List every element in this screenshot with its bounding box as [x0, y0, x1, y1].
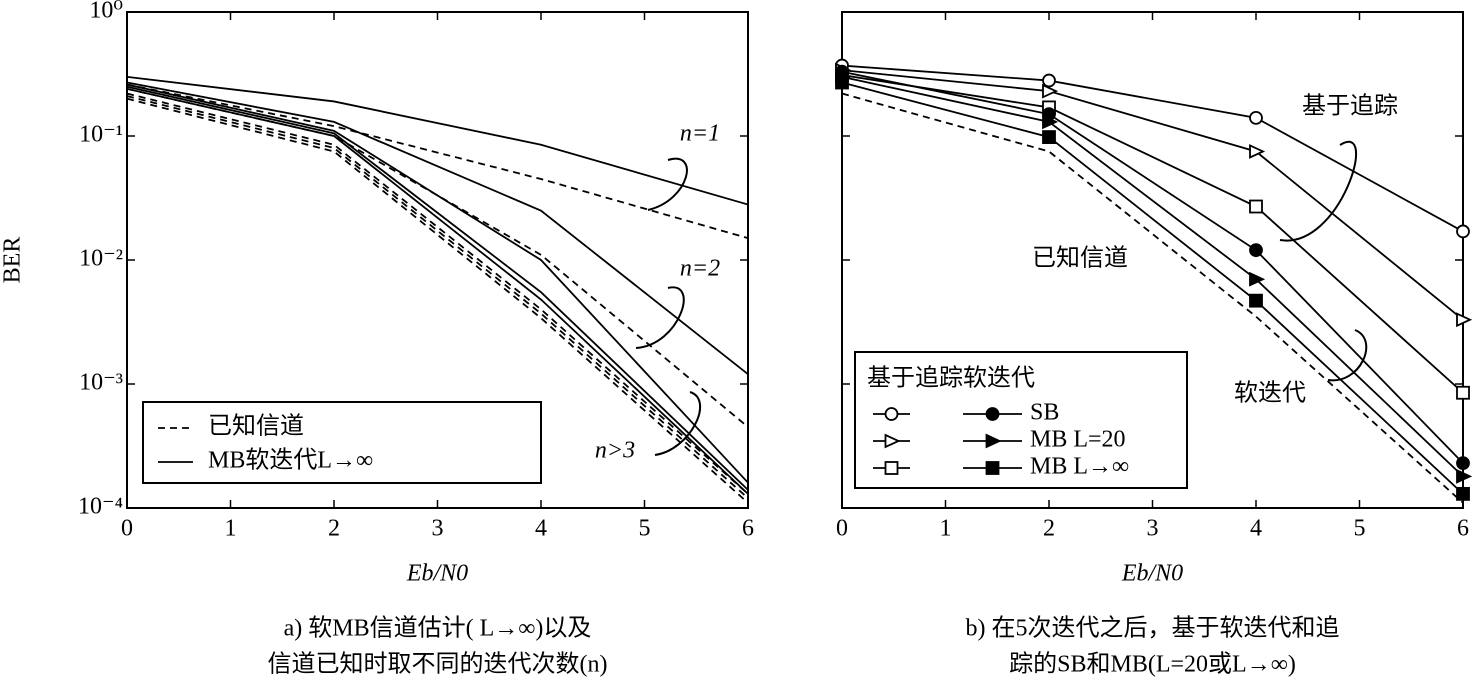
curl	[647, 157, 688, 211]
x-axis-label: Eb/N0	[406, 561, 468, 587]
x-tick-label: 5	[1354, 516, 1366, 542]
marker	[1249, 271, 1266, 287]
annotation: 软迭代	[1234, 380, 1306, 407]
series-line	[126, 83, 749, 484]
legend-box	[142, 401, 542, 484]
marker	[1456, 312, 1473, 328]
annotation: n>3	[595, 438, 635, 464]
series-line	[126, 92, 749, 495]
marker	[884, 407, 899, 421]
x-tick-label: 0	[836, 516, 848, 542]
x-tick-label: 4	[535, 516, 547, 542]
caption: 踪的SB和MB(L=20或L→∞)	[1009, 651, 1296, 678]
marker	[1249, 110, 1263, 125]
series-line	[126, 87, 749, 428]
marker	[1042, 130, 1056, 144]
marker	[884, 461, 899, 475]
marker	[1456, 224, 1470, 239]
marker	[835, 75, 849, 90]
marker	[1456, 468, 1473, 484]
legend-label: MB L=20	[1030, 427, 1126, 453]
annotation: 基于追踪	[1302, 93, 1398, 120]
marker	[1456, 456, 1470, 471]
marker	[1456, 486, 1470, 501]
legend-label: MB软迭代L→∞	[208, 447, 373, 474]
annotation: 已知信道	[1032, 245, 1128, 272]
marker	[985, 461, 1000, 475]
marker	[1249, 293, 1263, 308]
marker	[884, 433, 901, 449]
series-line	[126, 83, 749, 240]
x-tick-label: 3	[1147, 516, 1159, 542]
x-tick-label: 6	[1457, 516, 1469, 542]
series-line	[841, 64, 1464, 233]
x-tick-label: 3	[432, 516, 444, 542]
x-tick-label: 5	[639, 516, 651, 542]
marker	[1042, 73, 1056, 88]
y-tick-label: 10⁻⁴	[78, 494, 123, 520]
marker	[1042, 114, 1059, 130]
caption: a) 软MB信道估计( L→∞)以及	[284, 615, 592, 642]
x-tick-label: 2	[1043, 516, 1055, 542]
x-tick-label: 4	[1250, 516, 1262, 542]
marker	[985, 407, 1000, 421]
annotation: n=1	[680, 121, 720, 147]
marker	[1249, 243, 1263, 258]
legend-title: 基于追踪软迭代	[867, 365, 1035, 392]
series-line	[841, 70, 1464, 464]
series-line	[841, 81, 1464, 495]
x-tick-label: 6	[742, 516, 754, 542]
series-line	[841, 74, 1464, 394]
legend-box	[854, 351, 1188, 489]
marker	[985, 433, 1002, 449]
annotation: n=2	[680, 256, 720, 282]
legend-label: MB L→∞	[1030, 454, 1129, 480]
series-line	[126, 87, 749, 495]
series-line	[126, 75, 749, 206]
y-tick-label: 10⁻²	[79, 246, 123, 272]
x-tick-label: 1	[940, 516, 952, 542]
series-line	[126, 97, 749, 504]
series-line	[126, 95, 749, 499]
y-axis-label: BER	[0, 237, 26, 284]
curl	[1279, 141, 1357, 242]
caption: b) 在5次迭代之后，基于软迭代和追	[966, 615, 1340, 642]
y-tick-label: 10⁰	[89, 0, 123, 24]
y-tick-label: 10⁻³	[79, 370, 123, 396]
legend-label: 已知信道	[208, 413, 304, 440]
series-line	[841, 69, 1464, 321]
x-tick-label: 1	[225, 516, 237, 542]
series-line	[126, 85, 749, 491]
y-tick-label: 10⁻¹	[79, 122, 123, 148]
marker	[1456, 385, 1470, 400]
marker	[1249, 144, 1266, 159]
marker	[1249, 199, 1263, 214]
series-line	[841, 75, 1464, 477]
series-line	[126, 81, 749, 375]
marker	[1042, 83, 1059, 99]
x-tick-label: 0	[121, 516, 133, 542]
x-axis-label: Eb/N0	[1121, 561, 1183, 587]
legend-label: SB	[1030, 400, 1059, 426]
x-tick-label: 2	[328, 516, 340, 542]
series-line	[841, 92, 1464, 504]
caption: 信道已知时取不同的迭代次数(n)	[268, 651, 608, 678]
